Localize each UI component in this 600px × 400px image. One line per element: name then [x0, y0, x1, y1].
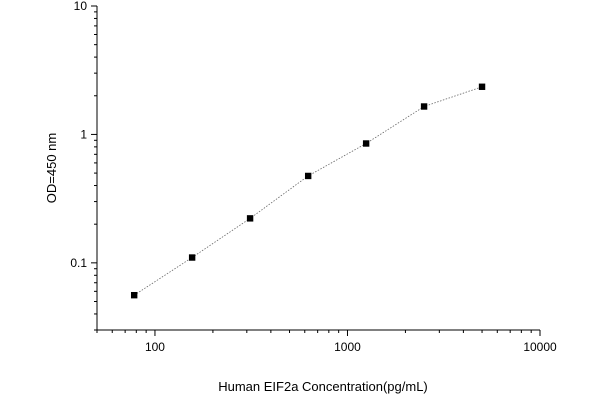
data-point	[188, 254, 196, 261]
x-axis-title: Human EIF2a Concentration(pg/mL)	[218, 379, 428, 394]
ticks-layer: 100 1000 10000 0.1 1 10	[70, 0, 557, 354]
series-layer	[130, 83, 486, 299]
x-tick-label: 1000	[334, 340, 361, 354]
axes-layer	[96, 6, 540, 331]
y-tick-label: 10	[74, 0, 88, 13]
x-tick-label: 10000	[523, 340, 557, 354]
y-axis-title: OD=450 nm	[44, 133, 59, 203]
y-tick-label: 0.1	[70, 256, 87, 270]
data-point	[304, 172, 312, 180]
data-point	[130, 291, 138, 299]
data-point	[478, 83, 486, 90]
data-point	[420, 103, 428, 110]
data-point	[246, 215, 254, 222]
data-point	[362, 140, 370, 147]
x-tick-label: 100	[145, 340, 165, 354]
y-tick-label: 1	[80, 127, 87, 141]
series-line	[133, 86, 483, 296]
